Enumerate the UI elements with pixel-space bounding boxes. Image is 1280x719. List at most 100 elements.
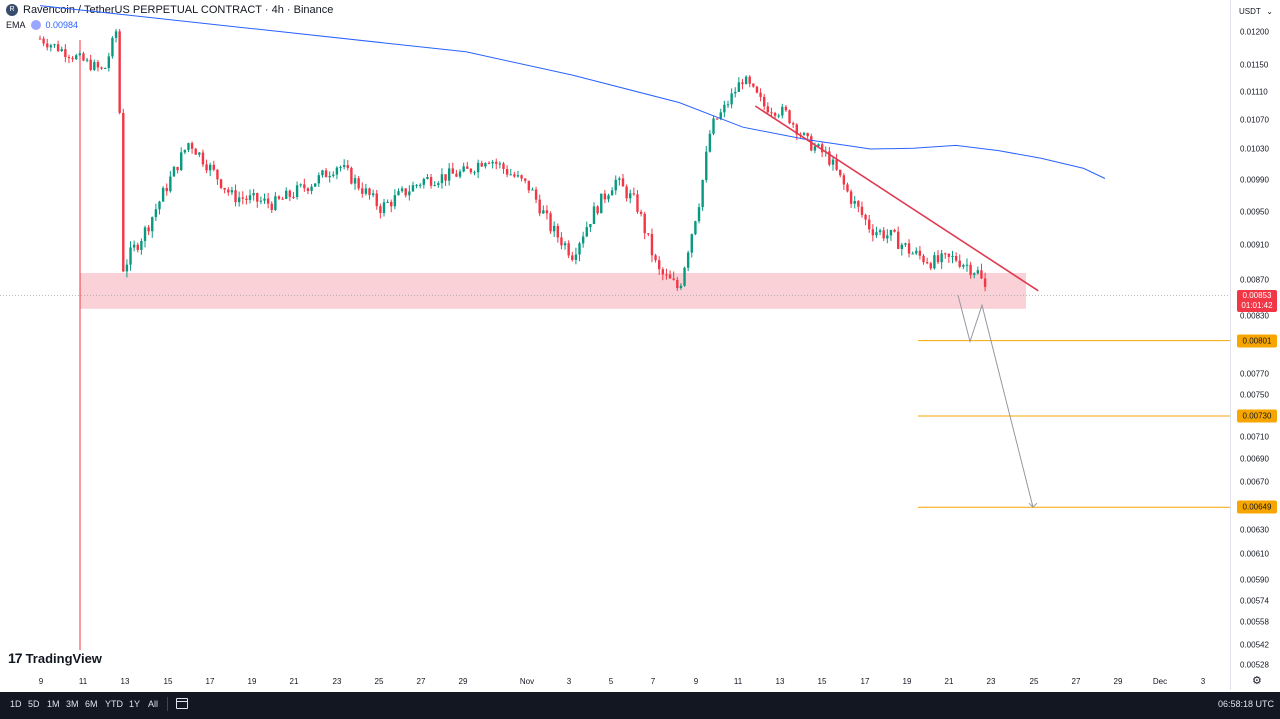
symbol-row[interactable]: R Ravencoin / TetherUS PERPETUAL CONTRAC… [6,4,333,16]
price-tick-label: 0.00830 [1240,311,1269,321]
candle-body [759,92,762,97]
candle-body [324,170,328,178]
indicator-legend[interactable]: EMA 0.00984 [6,20,78,30]
time-tick-label: 25 [1029,677,1039,686]
candle-body [498,163,502,165]
candle-body [625,186,628,199]
candle-body [390,201,393,207]
candle-body [335,167,339,175]
candle-body [835,159,838,170]
time-tick-label: 3 [566,677,572,686]
candle-body [393,195,397,207]
timeframe-6m[interactable]: 6M [85,699,98,709]
candle-body [715,118,719,120]
candle-body [922,255,925,263]
timeframe-all[interactable]: All [148,699,159,709]
timeframe-ytd[interactable]: YTD [105,699,123,709]
time-tick-label: 17 [205,677,215,686]
price-tick-label: 0.01030 [1240,144,1269,154]
candle-body [136,244,139,250]
candle-body [668,274,672,279]
candle-body [947,253,951,257]
candle-body [419,184,422,186]
candle-body [49,45,53,48]
candle-body [411,185,415,192]
candle-body [705,151,708,181]
candle-body [234,190,237,203]
time-tick-label: 11 [733,677,743,686]
candle-body [505,169,509,175]
candle-body [777,115,780,117]
candle-body [581,236,585,244]
candle-body [784,106,788,111]
timeframe-5d[interactable]: 5D [28,699,40,709]
price-tick-label: 0.00950 [1240,207,1269,217]
candle-body [429,177,433,186]
candle-body [618,178,621,180]
bottom-toolbar: 1D 5D 1M 3M 6M YTD 1Y All 06:58:18 UTC [0,692,1280,719]
candle-body [875,232,878,236]
candle-body [534,189,538,200]
price-tick-label: 0.00670 [1240,477,1269,487]
price-chart[interactable] [0,0,1230,690]
candle-body [332,174,335,176]
candle-body [426,177,429,179]
timeframe-1m[interactable]: 1M [47,699,60,709]
candle-body [925,262,929,264]
candle-body [524,178,527,181]
candle-body [227,189,230,193]
candle-body [201,152,205,165]
target-price-tag: 0.00649 [1237,500,1277,514]
price-tick-label: 0.00610 [1240,549,1269,559]
calendar-icon[interactable] [176,698,188,709]
time-tick-label: Nov [519,677,535,686]
tradingview-logo: 17 TradingView [8,650,102,666]
time-tick-label: 27 [416,677,426,686]
candle-body [629,193,632,199]
toolbar-divider [167,697,168,711]
candle-body [686,252,690,268]
candle-body [118,31,121,113]
candle-body [723,104,726,113]
price-tick-label: 0.01110 [1240,87,1268,97]
candle-body [878,230,882,233]
candle-body [78,53,82,56]
timeframe-3m[interactable]: 3M [66,699,79,709]
current-price-tag: 0.00853 01:01:42 [1237,290,1277,313]
indicator-name: EMA [6,20,26,30]
candle-body [455,173,458,177]
candle-body [440,174,444,184]
timeframe-1d[interactable]: 1D [10,699,22,709]
candle-body [846,184,849,192]
candle-body [313,183,317,187]
candle-body [270,203,273,210]
candle-body [176,166,179,171]
candle-body [607,195,610,200]
candle-body [744,76,748,85]
currency-selector[interactable]: USDT ⌄ [1236,3,1276,19]
timeframe-1y[interactable]: 1Y [129,699,141,709]
price-tick-label: 0.00528 [1240,660,1269,670]
candle-body [71,58,74,60]
candle-body [589,224,592,228]
candle-body [889,229,893,236]
candle-body [842,175,846,185]
candle-body [592,206,596,225]
candle-body [183,149,187,153]
candle-body [976,270,980,274]
candle-body [397,191,400,196]
price-tick-label: 0.00870 [1240,275,1269,285]
candle-body [212,164,216,170]
candle-body [122,112,125,272]
indicator-settings-icon[interactable] [30,20,41,30]
candle-body [556,225,560,238]
utc-clock[interactable]: 06:58:18 UTC [1217,699,1274,709]
time-tick-label: 13 [120,677,130,686]
candle-body [400,188,404,192]
candle-body [484,163,487,167]
candle-body [520,175,523,179]
time-tick-label: 29 [1113,677,1123,686]
candle-body [476,162,480,173]
gear-icon[interactable]: ⚙ [1252,675,1262,687]
indicator-value: 0.00984 [45,20,79,30]
